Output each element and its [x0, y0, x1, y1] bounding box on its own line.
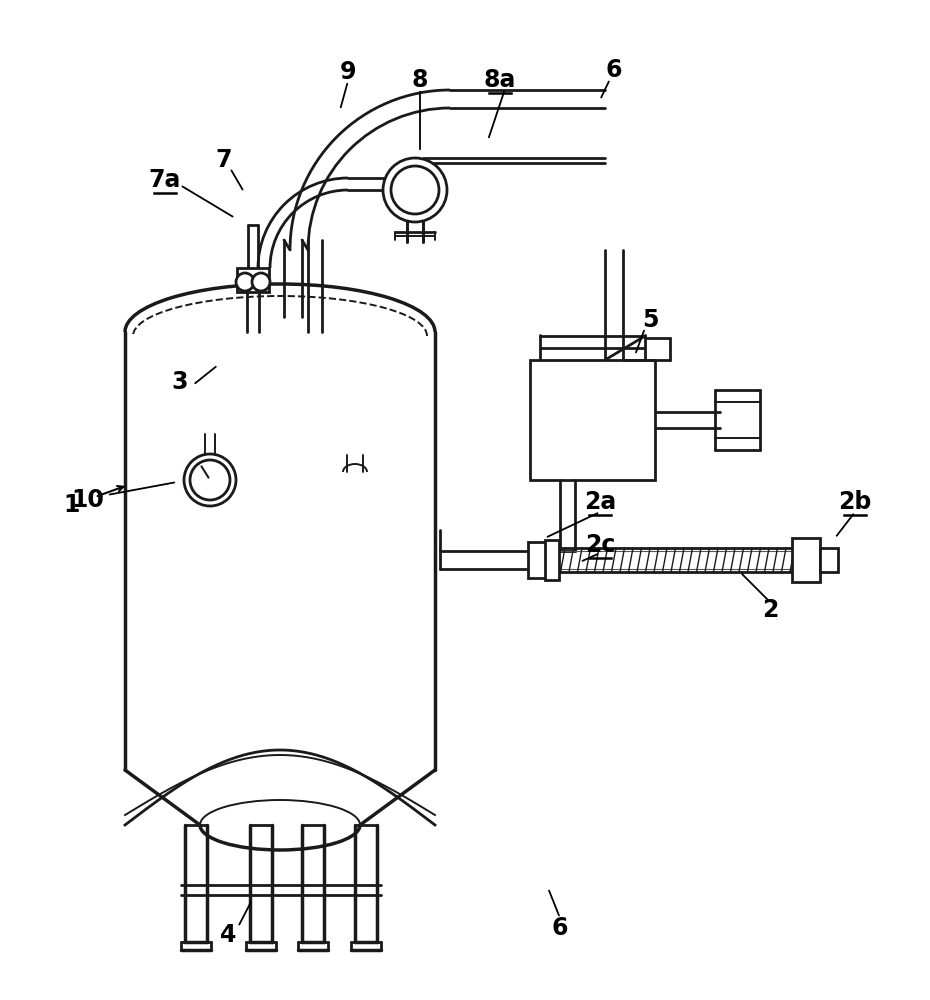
Text: 7: 7 — [216, 148, 232, 172]
Bar — [820, 548, 838, 572]
Text: 6: 6 — [605, 58, 622, 82]
Text: 3: 3 — [172, 370, 188, 394]
Bar — [545, 540, 559, 580]
Bar — [792, 538, 820, 582]
Text: 10: 10 — [72, 488, 104, 512]
Text: 9: 9 — [339, 60, 356, 84]
Text: 4: 4 — [219, 923, 236, 947]
Text: 2a: 2a — [584, 490, 616, 514]
Circle shape — [252, 273, 270, 291]
Circle shape — [184, 454, 236, 506]
Bar — [530, 360, 655, 480]
Text: 2b: 2b — [838, 490, 871, 514]
Circle shape — [236, 273, 254, 291]
Text: 8a: 8a — [484, 68, 516, 92]
Text: 5: 5 — [642, 308, 658, 332]
Text: 7a: 7a — [149, 168, 181, 192]
Bar — [528, 542, 550, 578]
Text: 1: 1 — [64, 493, 80, 517]
Text: 6: 6 — [551, 916, 568, 940]
Text: 8: 8 — [412, 68, 428, 92]
Text: 2c: 2c — [585, 533, 615, 557]
Text: 2: 2 — [762, 598, 778, 622]
Bar — [237, 268, 269, 292]
Circle shape — [383, 158, 447, 222]
